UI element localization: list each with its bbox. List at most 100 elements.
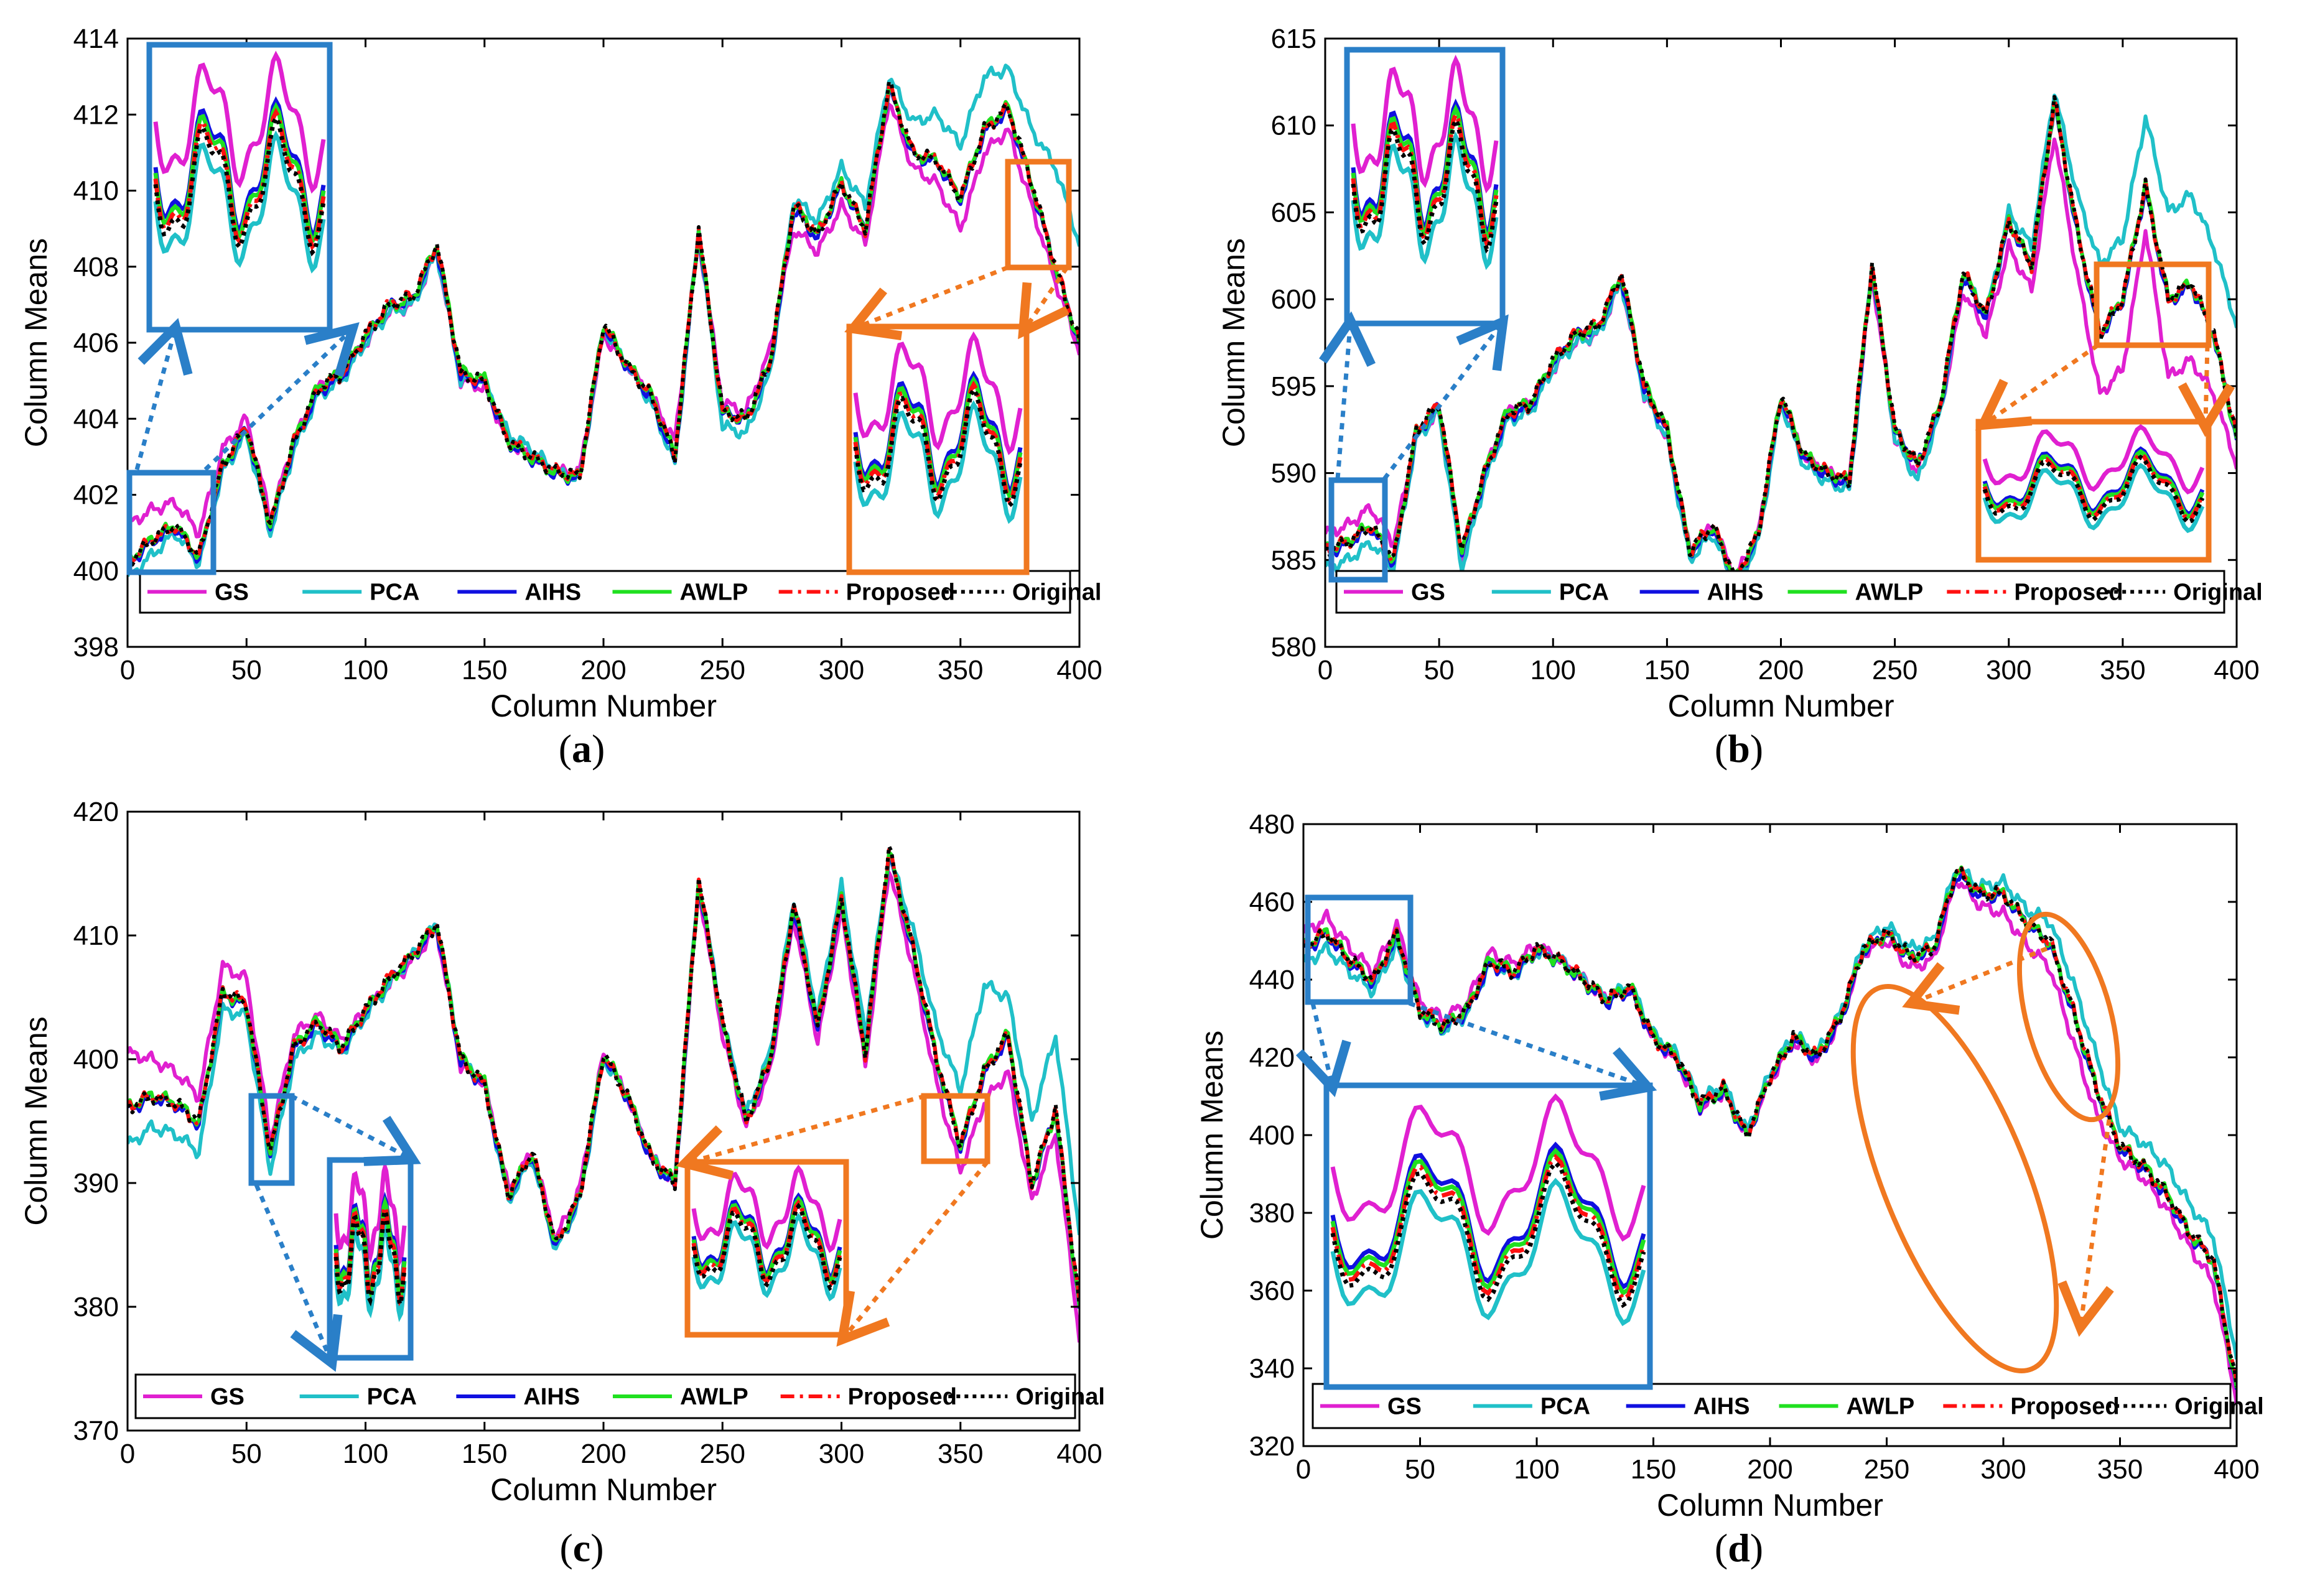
- y-tick-label: 480: [1249, 809, 1295, 840]
- zoom-arrow-orange: [836, 1160, 989, 1347]
- legend-label-proposed: Proposed: [2010, 1394, 2119, 1420]
- legend-label-aihs: AIHS: [523, 1384, 580, 1410]
- zoom-inset-line: [691, 1164, 842, 1253]
- zoom-source-box-orange: [921, 1093, 990, 1164]
- x-tick-label: 150: [1644, 655, 1690, 685]
- series-line-original: [1303, 866, 2237, 1387]
- zoom-arrow-blue: [1295, 1003, 1351, 1097]
- x-tick-label: 200: [580, 1439, 626, 1469]
- caption-paren-open: (: [1715, 1526, 1728, 1570]
- caption-paren-close: ): [590, 1526, 603, 1570]
- zoom-inset-line: [1982, 424, 2205, 494]
- zoom-inset-blue: [1323, 1082, 1653, 1390]
- x-tick-label: 100: [343, 655, 388, 685]
- zoom-arrow-blue: [1382, 314, 1509, 481]
- y-tick-label: 402: [73, 480, 119, 511]
- legend-label-pca: PCA: [367, 1384, 417, 1410]
- caption-paren-open: (: [559, 726, 572, 771]
- zoom-source-box-orange: [1005, 159, 1072, 271]
- x-tick-label: 400: [1056, 655, 1102, 685]
- x-axis-label: Column Number: [1667, 689, 1894, 723]
- legend-label-proposed: Proposed: [846, 580, 955, 606]
- y-tick-label: 400: [73, 556, 119, 587]
- x-tick-label: 100: [1514, 1454, 1559, 1485]
- x-tick-label: 0: [120, 1439, 135, 1469]
- zoom-arrow-orange: [676, 1093, 926, 1180]
- x-axis-label: Column Number: [1657, 1488, 1883, 1523]
- x-tick-label: 350: [2100, 655, 2145, 685]
- chart-panel-c: 0 50 100 150 200 250 300 350 400 370 380 390 400 410 4…: [19, 797, 1105, 1570]
- legend-box: [1312, 1383, 2232, 1429]
- y-tick-label: 590: [1271, 458, 1316, 489]
- zoom-source-box-blue: [248, 1093, 295, 1186]
- legend-label-original: Original: [2174, 1394, 2264, 1420]
- caption-letter: a: [572, 726, 592, 771]
- legend-box: [1335, 570, 2225, 614]
- x-tick-label: 250: [700, 655, 745, 685]
- chart-panel-b: 0 50 100 150 200 250 300 350 400 580 585 590 595 600 6…: [1216, 24, 2263, 771]
- y-tick-label: 370: [73, 1416, 119, 1446]
- x-tick-label: 50: [1424, 655, 1455, 685]
- legend-label-original: Original: [2173, 580, 2263, 606]
- legend-label-original: Original: [1015, 1384, 1105, 1410]
- legend-label-gs: GS: [210, 1384, 245, 1410]
- x-tick-label: 400: [1056, 1439, 1102, 1469]
- y-tick-label: 340: [1249, 1353, 1295, 1384]
- zoom-inset-line: [153, 50, 326, 194]
- zoom-inset-line: [853, 331, 1023, 455]
- x-tick-label: 350: [2097, 1454, 2143, 1485]
- zoom-arrow-orange: [2057, 1119, 2114, 1337]
- chart-panel-d: 0 50 100 150 200 250 300 350 400 320 340 360 380 400 4…: [1195, 809, 2264, 1570]
- legend-label-proposed: Proposed: [2014, 580, 2123, 606]
- panel-caption: (d): [1715, 1526, 1763, 1570]
- legend-label-awlp: AWLP: [680, 1384, 748, 1410]
- zoom-arrow-blue: [203, 322, 360, 471]
- legend-label-gs: GS: [215, 580, 249, 606]
- x-axis-label: Column Number: [490, 689, 717, 723]
- y-tick-label: 420: [73, 797, 119, 827]
- y-tick-label: 420: [1249, 1042, 1295, 1073]
- zoom-arrow-blue: [134, 318, 193, 470]
- x-tick-label: 250: [1864, 1454, 1909, 1485]
- legend-label-aihs: AIHS: [524, 580, 581, 606]
- caption-letter: d: [1728, 1526, 1750, 1570]
- y-tick-label: 400: [1249, 1120, 1295, 1151]
- zoom-ellipse-small: [2016, 911, 2121, 1123]
- y-tick-label: 410: [73, 921, 119, 951]
- chart-panel-a: 0 50 100 150 200 250 300 350 400 398 400 402 404 406 4…: [19, 24, 1102, 771]
- zoom-inset-line: [1330, 1177, 1646, 1327]
- zoom-inset-line: [691, 1213, 842, 1302]
- legend-label-aihs: AIHS: [1694, 1394, 1750, 1420]
- x-tick-label: 400: [2214, 1454, 2259, 1485]
- y-tick-label: 585: [1271, 545, 1316, 575]
- zoom-inset-line: [1330, 1093, 1646, 1242]
- zoom-arrow-orange: [2178, 345, 2235, 437]
- legend-label-awlp: AWLP: [1847, 1394, 1915, 1420]
- y-tick-label: 400: [73, 1044, 119, 1075]
- zoom-source-box-blue: [126, 470, 217, 575]
- zoom-ellipse-large: [1850, 984, 2059, 1373]
- x-tick-label: 200: [580, 655, 626, 685]
- x-tick-label: 50: [231, 655, 262, 685]
- series-line-original: [1325, 95, 2237, 575]
- x-tick-label: 0: [1296, 1454, 1311, 1485]
- x-tick-label: 50: [1405, 1454, 1435, 1485]
- zoom-inset-line: [153, 96, 326, 239]
- zoom-arrow-orange: [1902, 946, 2048, 1015]
- zoom-inset-line: [1982, 463, 2205, 534]
- zoom-inset-line: [333, 1215, 407, 1322]
- y-tick-label: 605: [1271, 197, 1316, 228]
- x-tick-label: 100: [1531, 655, 1576, 685]
- series-line-original: [128, 844, 1079, 1306]
- legend-box: [139, 570, 1071, 614]
- y-tick-label: 380: [73, 1292, 119, 1322]
- legend-label-aihs: AIHS: [1707, 580, 1764, 606]
- panel-caption: (c): [559, 1526, 603, 1570]
- y-tick-label: 412: [73, 100, 119, 130]
- caption-paren-close: ): [592, 726, 605, 771]
- x-tick-label: 300: [819, 1439, 864, 1469]
- legend-label-gs: GS: [1411, 580, 1445, 606]
- zoom-source-box-blue: [1328, 477, 1388, 583]
- legend-label-pca: PCA: [1559, 580, 1609, 606]
